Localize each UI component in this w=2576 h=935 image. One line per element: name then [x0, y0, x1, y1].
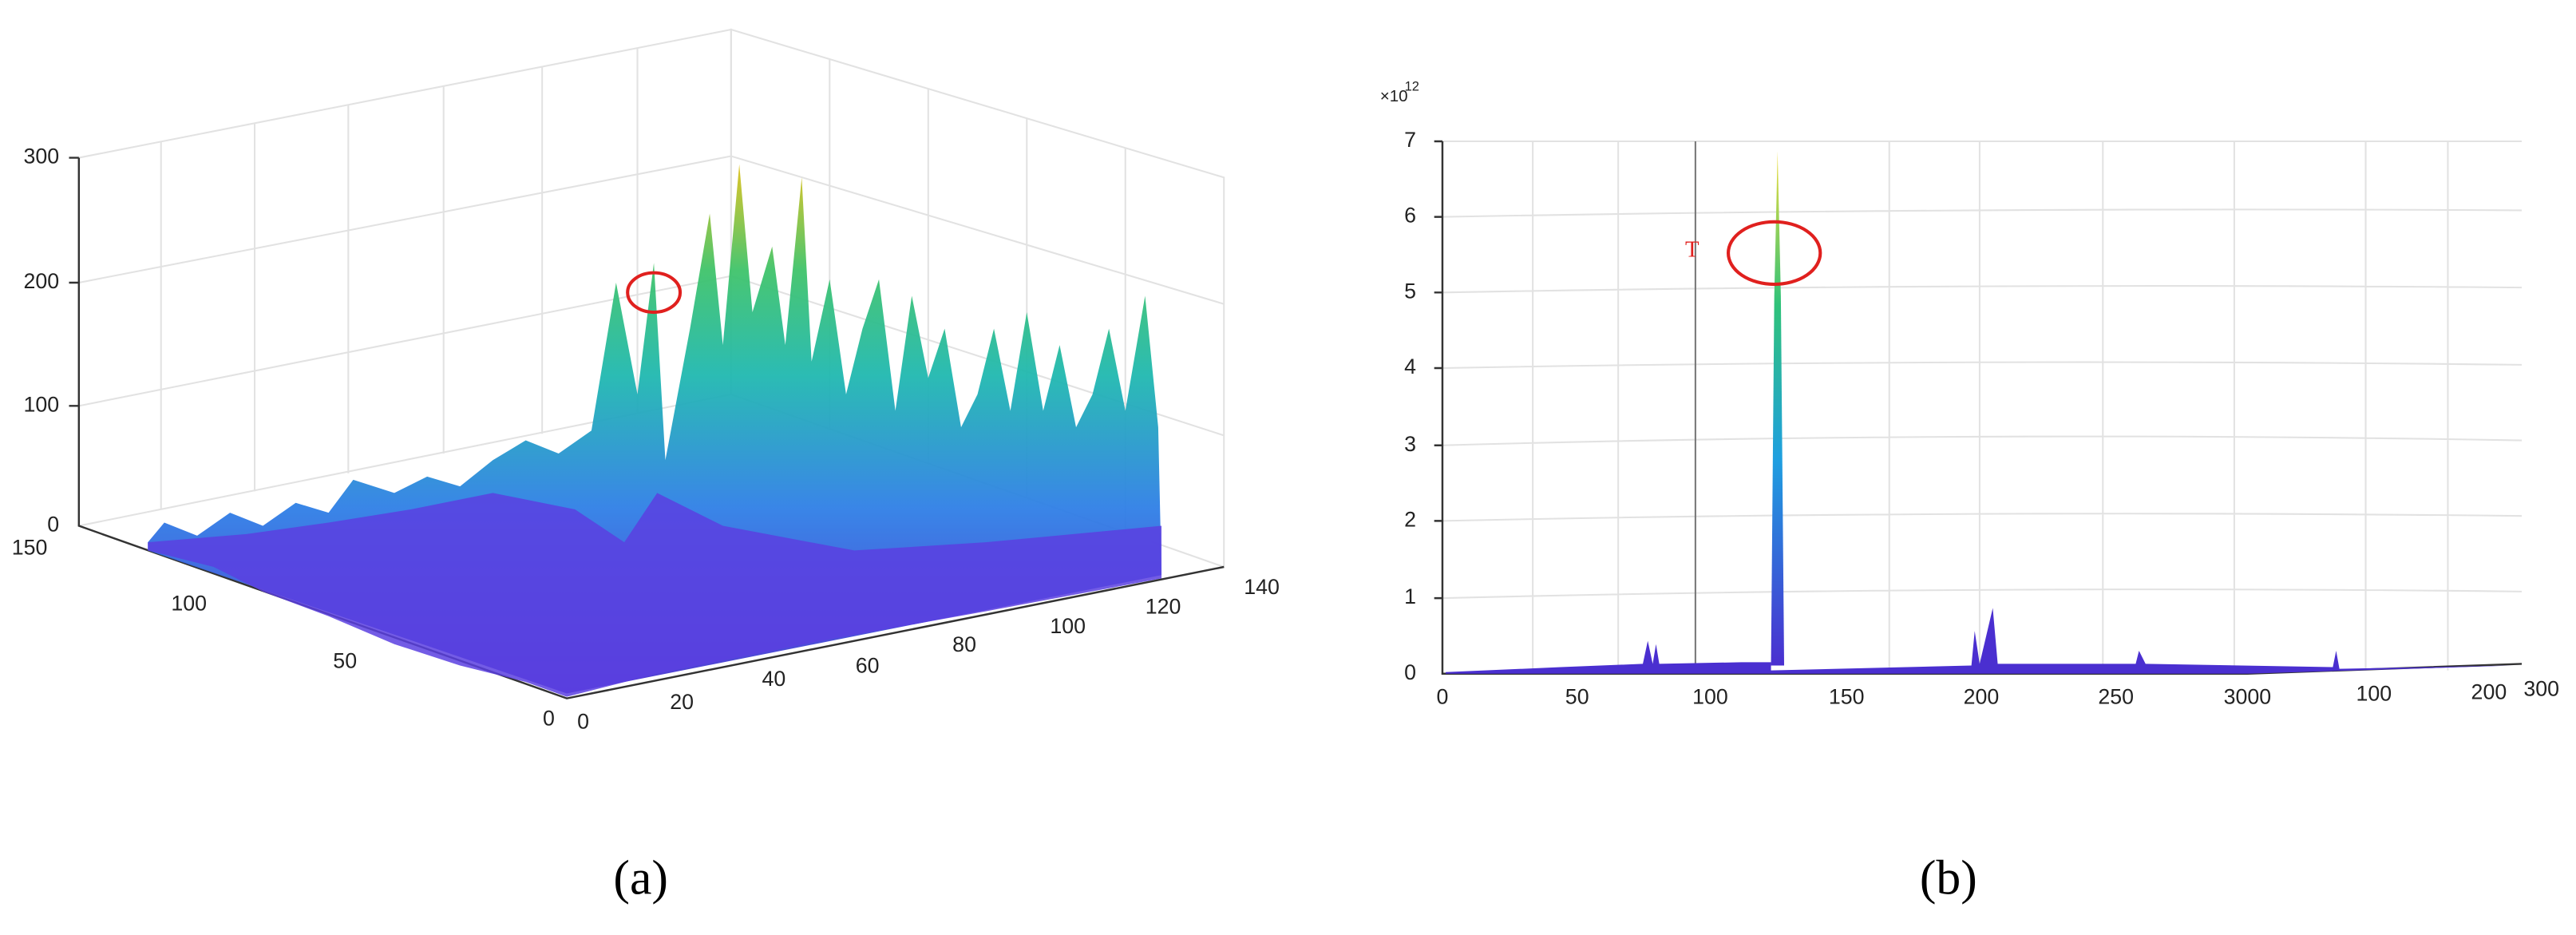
y-tick-label: 0 — [543, 706, 555, 730]
x-tick-label: 0 — [1437, 685, 1449, 709]
z-tick-label: 100 — [23, 392, 59, 416]
y-tick-label: 0 — [1404, 660, 1416, 684]
y-tick-label: 50 — [333, 648, 357, 672]
panel-b-surface — [1446, 151, 2514, 674]
y-tick-label: 5 — [1404, 279, 1416, 303]
x-tick-label: 80 — [952, 632, 976, 656]
x-tick-label: 250 — [2098, 685, 2134, 709]
axis-exponent-power: 12 — [1405, 79, 1419, 93]
y-tick-label: 100 — [171, 591, 207, 615]
x-tick-label: 100 — [1050, 614, 1086, 638]
x-tick-label: 200 — [2471, 680, 2507, 704]
x-tick-label: 120 — [1146, 595, 1181, 619]
x-tick-label: 3000 — [2224, 685, 2272, 709]
x-tick-label: 100 — [1692, 685, 1728, 709]
y-tick-label: 3 — [1404, 432, 1416, 456]
panel-b-frame — [1434, 140, 2523, 675]
panel-a-surface — [148, 164, 1162, 697]
y-tick-label: 1 — [1404, 584, 1416, 608]
x-tick-label: 40 — [762, 667, 785, 691]
y-tick-label: 150 — [12, 535, 48, 559]
x-tick-label: 140 — [1244, 575, 1280, 599]
y-tick-label: 4 — [1404, 355, 1416, 378]
y-tick-label: 6 — [1404, 204, 1416, 228]
x-tick-label: 300 — [2523, 676, 2559, 700]
annotation: T — [1685, 236, 1700, 262]
y-tick-label: 7 — [1404, 128, 1416, 152]
x-tick-label: 100 — [2356, 682, 2392, 706]
y-tick-label: 2 — [1404, 507, 1416, 531]
x-tick-label: 20 — [670, 690, 694, 714]
z-tick-label: 200 — [23, 269, 59, 293]
x-tick-label: 150 — [1829, 685, 1865, 709]
x-tick-label: 60 — [856, 654, 880, 678]
caption: (a) — [613, 850, 667, 905]
x-tick-label: 50 — [1565, 685, 1589, 709]
z-tick-label: 300 — [23, 145, 59, 168]
x-tick-label: 0 — [577, 710, 589, 734]
x-tick-label: 200 — [1964, 685, 2000, 709]
z-tick-label: 0 — [47, 513, 59, 537]
axis-exponent: ×10 — [1380, 87, 1408, 105]
caption: (b) — [1920, 850, 1977, 905]
